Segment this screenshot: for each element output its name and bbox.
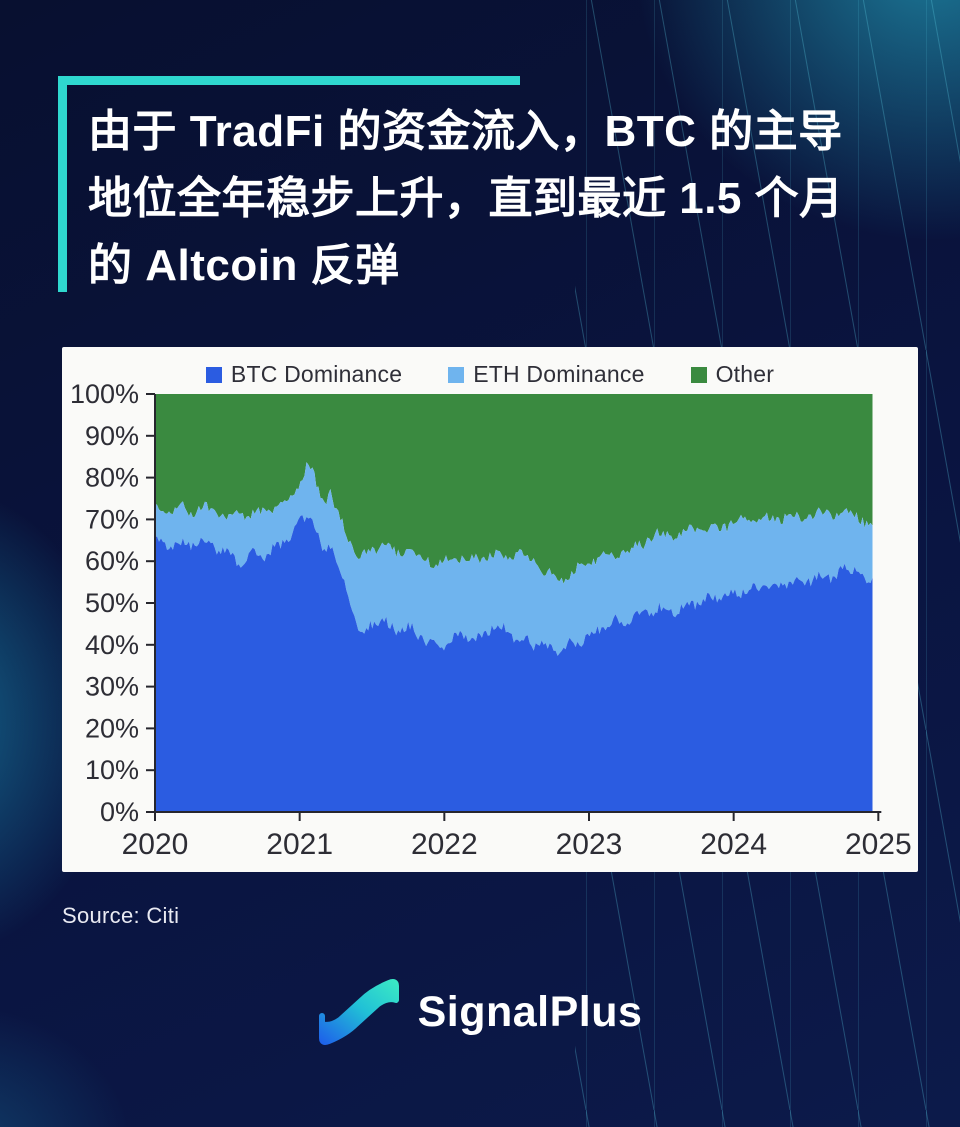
legend-label: Other	[715, 361, 775, 387]
source-label: Source: Citi	[62, 903, 180, 928]
legend-swatch	[205, 366, 222, 383]
legend-item: BTC Dominance	[205, 361, 403, 388]
legend-swatch	[448, 366, 465, 383]
headline-line-2: 地位全年稳步上升，直到最近 1.5 个月	[88, 174, 844, 223]
tick-label: 0%	[100, 797, 139, 827]
legend-item: Other	[690, 361, 775, 388]
tick-label: 60%	[85, 546, 139, 576]
tick-label: 20%	[85, 713, 139, 743]
tick-label: 30%	[85, 672, 139, 702]
headline-block: 由于 TradFi 的资金流入，BTC 的主导 地位全年稳步上升，直到最近 1.…	[58, 76, 898, 299]
tick-label: 100%	[70, 379, 139, 409]
tick-label: 2025	[845, 828, 912, 861]
tick-label: 2020	[122, 828, 189, 861]
accent-bar-top	[58, 76, 520, 85]
signalplus-logo-icon	[318, 979, 399, 1045]
area-series	[155, 394, 873, 584]
tick-label: 2021	[266, 828, 333, 861]
chart-card: BTC Dominance ETH Dominance Other 0% 10% 20%…	[62, 347, 918, 872]
tick-label: 80%	[85, 463, 139, 493]
legend-label: BTC Dominance	[230, 361, 403, 387]
tick-label: 40%	[85, 630, 139, 660]
tick-label: 90%	[85, 421, 139, 451]
headline-line-3: 的 Altcoin 反弹	[88, 241, 400, 290]
tick-label: 50%	[85, 588, 139, 618]
headline: 由于 TradFi 的资金流入，BTC 的主导 地位全年稳步上升，直到最近 1.…	[58, 76, 898, 299]
legend-item: ETH Dominance	[448, 361, 644, 388]
chart-legend: BTC Dominance ETH Dominance Other	[62, 361, 918, 388]
headline-line-1: 由于 TradFi 的资金流入，BTC 的主导	[88, 107, 843, 156]
tick-label: 2022	[411, 828, 478, 861]
brand-logo: SignalPlus	[0, 978, 960, 1046]
brand-name: SignalPlus	[417, 987, 643, 1036]
legend-swatch	[690, 366, 707, 383]
area-series	[155, 462, 873, 656]
tick-label: 10%	[85, 755, 139, 785]
tick-label: 2023	[556, 828, 623, 861]
legend-label: ETH Dominance	[473, 361, 645, 387]
area-series	[155, 515, 873, 812]
tick-label: 70%	[85, 504, 139, 534]
accent-bar-left	[58, 76, 67, 292]
dominance-area-chart: 0% 10% 20% 30% 40% 50% 60% 70% 80% 90% 100% 2020 202…	[70, 379, 912, 861]
tick-label: 2024	[700, 828, 767, 861]
